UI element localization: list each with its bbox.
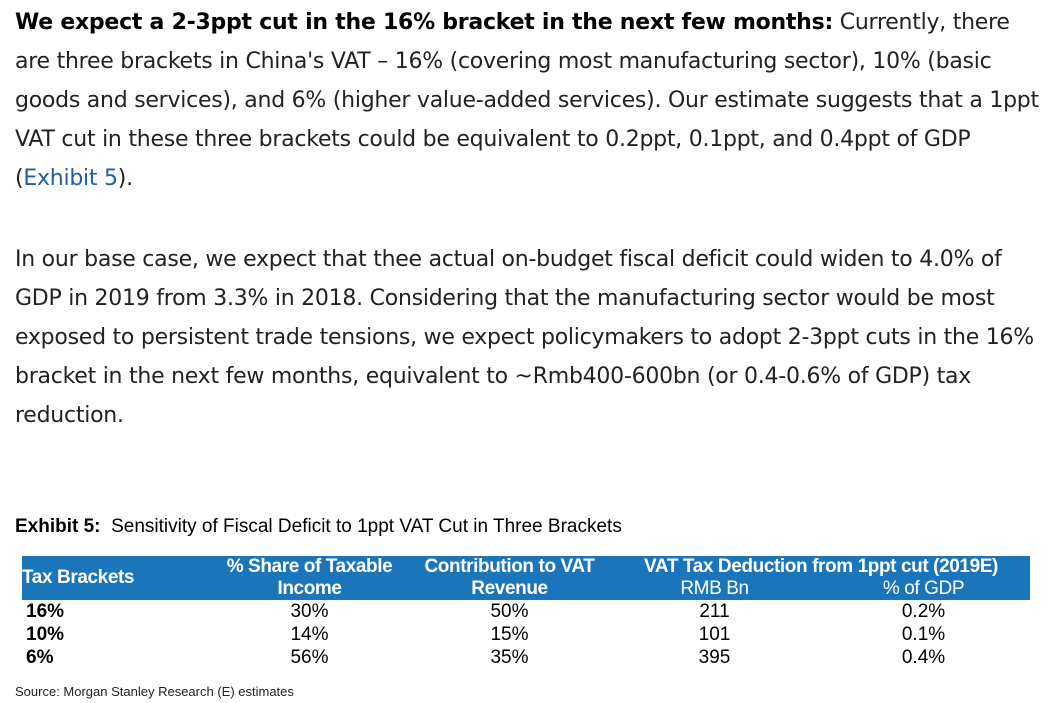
paragraph-body: Currently, there are three brackets in C…: [15, 10, 1039, 191]
cell-contribution: 35%: [490, 647, 529, 668]
cell-share: 30%: [290, 601, 329, 622]
cell-share: 14%: [290, 624, 329, 645]
exhibit-5-link[interactable]: Exhibit 5: [23, 166, 118, 191]
table-row: 6% 56% 35% 395 0.4%: [22, 646, 1030, 669]
cell-gdp: 0.1%: [901, 624, 946, 645]
cell-bracket: 10%: [26, 624, 65, 645]
table-header-row: Tax Brackets % Share of Taxable Income C…: [22, 556, 1030, 599]
header-percent-gdp: % of GDP: [882, 578, 965, 599]
header-rmb-bn: RMB Bn: [680, 578, 749, 599]
table-row: 10% 14% 15% 101 0.1%: [22, 623, 1030, 646]
exhibit-title: Exhibit 5: Sensitivity of Fiscal Deficit…: [15, 516, 622, 538]
table-row: 16% 30% 50% 211 0.2%: [22, 600, 1030, 623]
cell-gdp: 0.2%: [901, 601, 946, 622]
cell-rmb-bn: 211: [699, 601, 730, 622]
cell-contribution: 50%: [490, 601, 529, 622]
cell-rmb-bn: 395: [698, 647, 731, 668]
paragraph-end: ).: [117, 166, 133, 191]
paragraph-lead: We expect a 2-3ppt cut in the 16% bracke…: [15, 10, 833, 35]
header-contribution-vat-revenue: Contribution to VAT Revenue: [424, 556, 595, 599]
cell-rmb-bn: 101: [698, 624, 731, 645]
header-share-taxable-income: % Share of Taxable Income: [226, 556, 393, 599]
cell-contribution: 15%: [490, 624, 529, 645]
cell-share: 56%: [290, 647, 329, 668]
header-vat-tax-deduction: VAT Tax Deduction from 1ppt cut (2019E): [644, 556, 998, 577]
cell-bracket: 6%: [26, 647, 54, 668]
exhibit-label: Exhibit 5:: [15, 516, 101, 537]
paragraph-vat-brackets: We expect a 2-3ppt cut in the 16% bracke…: [15, 3, 1040, 198]
paragraph-base-case: In our base case, we expect that thee ac…: [15, 247, 1034, 428]
source-note: Source: Morgan Stanley Research (E) esti…: [15, 684, 294, 699]
exhibit-caption: Sensitivity of Fiscal Deficit to 1ppt VA…: [111, 516, 622, 537]
cell-bracket: 16%: [26, 601, 65, 622]
cell-gdp: 0.4%: [901, 647, 946, 668]
vat-sensitivity-table: Tax Brackets % Share of Taxable Income C…: [22, 556, 1030, 669]
header-tax-brackets: Tax Brackets: [22, 567, 135, 588]
